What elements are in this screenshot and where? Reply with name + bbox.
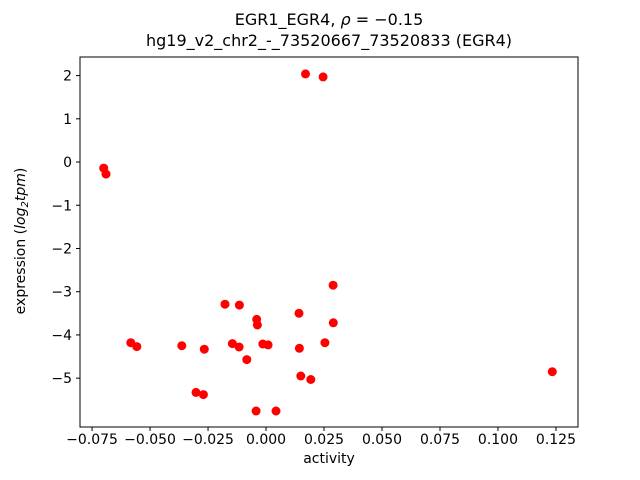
x-tick-label: 0.100 (478, 432, 518, 448)
y-tick-label: −5 (51, 371, 72, 387)
data-point (320, 338, 330, 348)
y-tick-label: −4 (51, 328, 72, 344)
title-rho-symbol: ρ (340, 10, 351, 29)
data-point (306, 375, 316, 384)
data-point (234, 342, 244, 352)
data-point (301, 69, 310, 79)
y-tick-label: 2 (63, 69, 72, 85)
y-tick-label: −3 (51, 285, 72, 301)
title-prefix: EGR1_EGR4, (234, 10, 341, 29)
chart-title-line1: EGR1_EGR4, ρ = −0.15 (80, 9, 578, 30)
data-point (132, 342, 142, 352)
y-axis-label: expression (log2tpm) (13, 141, 31, 341)
x-tick-label: −0.075 (66, 432, 118, 448)
ylabel-log-subscript: 2 (20, 201, 31, 208)
x-tick-label: 0.075 (420, 432, 460, 448)
ylabel-log: log (13, 207, 29, 229)
data-point (271, 406, 281, 416)
data-point (191, 387, 201, 397)
data-point (294, 308, 304, 318)
title-correlation-value: = −0.15 (350, 10, 424, 29)
data-point (242, 355, 252, 365)
data-point (251, 406, 261, 416)
ylabel-prefix: expression ( (13, 228, 29, 315)
data-point (252, 320, 262, 330)
data-point (101, 169, 111, 179)
axes-spines (79, 56, 579, 428)
x-tick-label: −0.025 (182, 432, 234, 448)
data-point (294, 343, 304, 353)
data-point (547, 367, 557, 377)
chart-title-line2: hg19_v2_chr2_-_73520667_73520833 (EGR4) (145, 31, 513, 50)
y-tick-label: −2 (51, 241, 72, 257)
data-point (198, 390, 208, 400)
data-point (199, 344, 209, 354)
plot-area (80, 57, 578, 427)
data-point (328, 318, 338, 328)
data-point (220, 299, 230, 309)
x-tick-label: 0.125 (536, 432, 576, 448)
data-point (177, 341, 187, 351)
ylabel-tpm: tpm (13, 173, 29, 202)
y-tick-label: 0 (63, 155, 72, 171)
data-point (318, 72, 328, 82)
data-point (227, 339, 237, 349)
x-tick-label: −0.050 (124, 432, 176, 448)
y-tick-label: 1 (63, 112, 72, 128)
ylabel-suffix: ) (13, 167, 29, 174)
x-tick-label: 0.050 (362, 432, 402, 448)
x-tick-label: 0.000 (246, 432, 286, 448)
data-point (328, 280, 338, 290)
data-point (234, 300, 244, 310)
chart-title: EGR1_EGR4, ρ = −0.15 hg19_v2_chr2_-_7352… (80, 9, 578, 51)
x-axis-label: activity (303, 451, 355, 467)
data-point (296, 371, 306, 381)
data-point (263, 340, 273, 350)
y-tick-label: −1 (51, 198, 72, 214)
x-tick-label: 0.025 (304, 432, 344, 448)
